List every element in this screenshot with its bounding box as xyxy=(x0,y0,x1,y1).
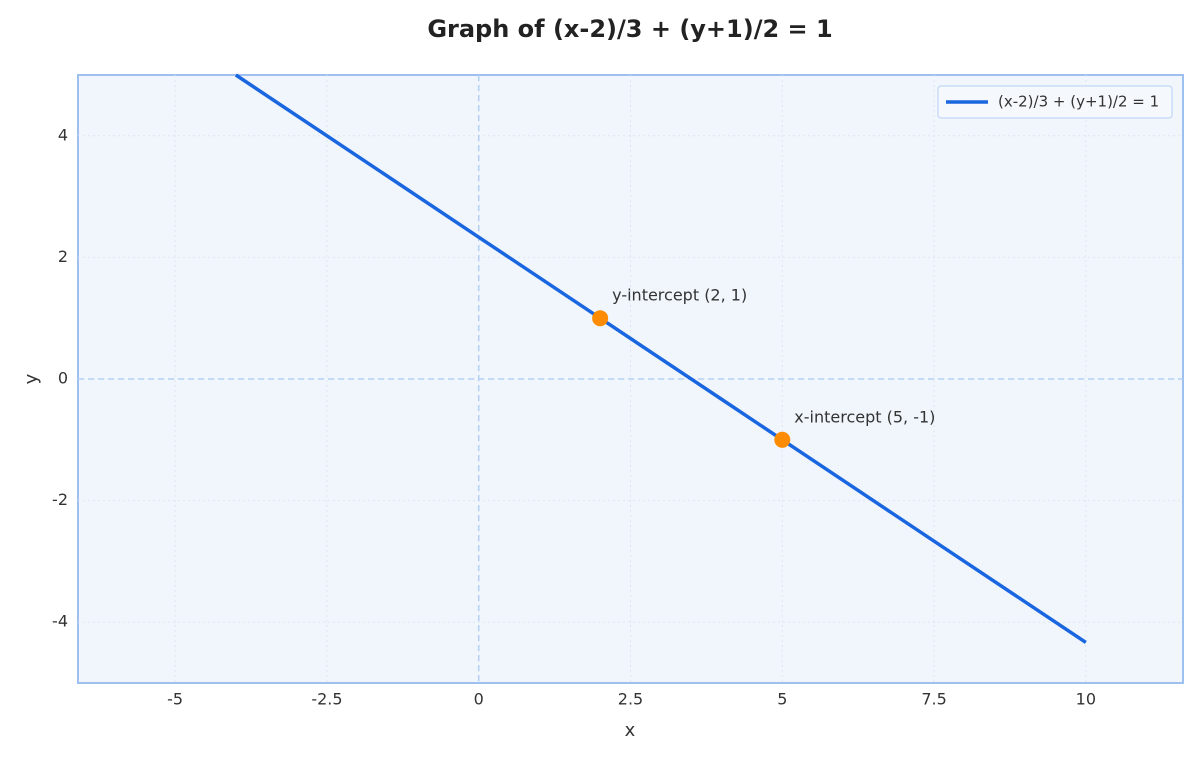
annotation: y-intercept (2, 1) xyxy=(612,286,747,305)
x-axis-label: x xyxy=(625,720,636,741)
point xyxy=(592,310,609,327)
annotation: x-intercept (5, -1) xyxy=(794,407,935,426)
y-tick-label: -4 xyxy=(52,612,68,631)
line xyxy=(234,73,1087,644)
x-tick-label: -5 xyxy=(167,690,183,709)
x-tick-label: 2.5 xyxy=(618,690,643,709)
y-tick-label: 4 xyxy=(58,125,68,144)
x-tick-label: -2.5 xyxy=(311,690,342,709)
y-tick-label: 2 xyxy=(58,247,68,266)
x-tick-label: 7.5 xyxy=(921,690,946,709)
y-tick-label: -2 xyxy=(52,490,68,509)
legend-label: (x-2)/3 + (y+1)/2 = 1 xyxy=(998,93,1159,111)
legend-box xyxy=(937,85,1173,119)
x-tick-label: 5 xyxy=(777,690,787,709)
x-tick-label: 10 xyxy=(1076,690,1096,709)
point xyxy=(774,431,791,448)
y-tick-label: 0 xyxy=(58,369,68,388)
x-tick-label: 0 xyxy=(474,690,484,709)
chart-title: Graph of (x-2)/3 + (y+1)/2 = 1 xyxy=(427,15,832,43)
y-axis-label: y xyxy=(21,373,42,384)
